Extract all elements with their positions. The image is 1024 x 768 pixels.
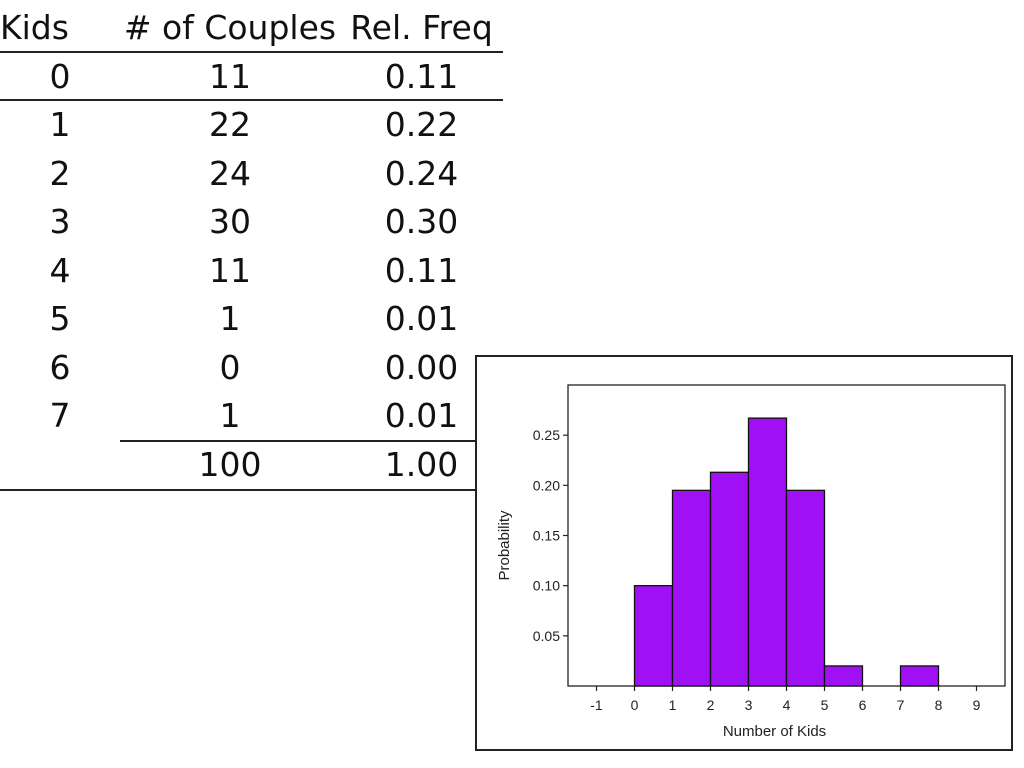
couples-cell: # of Couples bbox=[123, 8, 337, 47]
y-tick-label: 0.25 bbox=[533, 427, 560, 443]
table-row: 7 1 0.01 bbox=[0, 390, 503, 438]
y-tick-label: 0.10 bbox=[533, 578, 560, 594]
histogram-chart: -1 0 1 2 3 4 5 6 7 8 9 0.05 0.10 0.15 0.20 0.25 Number o… bbox=[496, 384, 1006, 740]
table-header-row: Kids # of Couples Rel. Freq bbox=[0, 2, 503, 50]
x-axis-label: Number of Kids bbox=[723, 723, 826, 740]
rel-freq-cell: 0.01 bbox=[384, 396, 459, 435]
kids-cell: 0 bbox=[49, 56, 71, 96]
table-total-row: 100 1.00 bbox=[0, 439, 503, 487]
kids-cell: 5 bbox=[49, 299, 71, 338]
table-row: 4 11 0.11 bbox=[0, 245, 503, 293]
kids-cell: 2 bbox=[49, 153, 71, 193]
kids-cell bbox=[0, 439, 120, 487]
table-row: 3 30 0.30 bbox=[0, 196, 503, 244]
y-tick-label: 0.20 bbox=[533, 477, 560, 493]
y-tick-label: 0.05 bbox=[533, 628, 560, 644]
x-tick-label: 0 bbox=[631, 697, 639, 713]
table-bottom-rule bbox=[0, 489, 475, 491]
table-row: 0 11 0.11 bbox=[0, 51, 503, 99]
x-tick-label: 3 bbox=[745, 697, 753, 713]
table-row: 1 22 0.22 bbox=[0, 99, 503, 147]
x-tick-label: 6 bbox=[859, 697, 867, 713]
x-tick-label: 9 bbox=[973, 697, 981, 713]
x-tick-label: 2 bbox=[707, 697, 715, 713]
x-tick-label: 8 bbox=[935, 697, 943, 713]
couples-cell: 30 bbox=[209, 202, 251, 241]
kids-cell: Kids bbox=[0, 8, 69, 47]
couples-cell: 1 bbox=[219, 299, 241, 338]
couples-cell: 11 bbox=[209, 250, 251, 290]
histogram-bar bbox=[671, 489, 712, 687]
header-rule bbox=[0, 51, 503, 53]
x-tick-label: -1 bbox=[590, 697, 603, 713]
rel-freq-cell: 0.11 bbox=[384, 250, 459, 290]
rel-freq-cell: 0.01 bbox=[384, 299, 459, 338]
total-rule bbox=[120, 440, 503, 442]
histogram-panel: -1 0 1 2 3 4 5 6 7 8 9 0.05 0.10 0.15 0.20 0.25 Number o… bbox=[475, 355, 1013, 751]
rel-freq-cell: 0.22 bbox=[384, 105, 459, 144]
couples-cell: 11 bbox=[209, 56, 251, 96]
rel-freq-cell: Rel. Freq bbox=[350, 8, 493, 47]
first-row-rule bbox=[0, 99, 503, 101]
rel-freq-cell: 0.30 bbox=[384, 202, 459, 241]
couples-cell: 0 bbox=[219, 347, 241, 387]
x-tick-label: 1 bbox=[669, 697, 677, 713]
table-row: 2 24 0.24 bbox=[0, 148, 503, 196]
rel-freq-cell: 0.24 bbox=[384, 153, 459, 193]
x-tick-label: 7 bbox=[897, 697, 905, 713]
y-tick-label: 0.15 bbox=[533, 528, 560, 544]
rel-freq-cell: 1.00 bbox=[384, 444, 459, 484]
table-row: 5 1 0.01 bbox=[0, 293, 503, 341]
histogram-bar bbox=[747, 417, 788, 687]
histogram-bar bbox=[899, 665, 940, 687]
y-axis-label: Probability bbox=[496, 510, 513, 581]
couples-cell: 1 bbox=[219, 396, 241, 435]
kids-cell: 3 bbox=[49, 202, 71, 241]
kids-cell: 6 bbox=[49, 347, 71, 387]
couples-cell: 22 bbox=[209, 105, 251, 144]
kids-cell: 4 bbox=[49, 250, 71, 290]
couples-cell: 100 bbox=[198, 444, 262, 484]
histogram-bar bbox=[709, 471, 750, 687]
table-row: 6 0 0.00 bbox=[0, 342, 503, 390]
histogram-bar bbox=[633, 585, 674, 687]
x-tick-label: 5 bbox=[821, 697, 829, 713]
x-tick-label: 4 bbox=[783, 697, 791, 713]
rel-freq-cell: 0.00 bbox=[384, 347, 459, 387]
rel-freq-cell: 0.11 bbox=[384, 56, 459, 96]
couples-cell: 24 bbox=[209, 153, 251, 193]
kids-cell: 1 bbox=[49, 105, 71, 144]
histogram-bar bbox=[823, 665, 864, 687]
histogram-bar bbox=[785, 489, 826, 687]
kids-cell: 7 bbox=[49, 396, 71, 435]
